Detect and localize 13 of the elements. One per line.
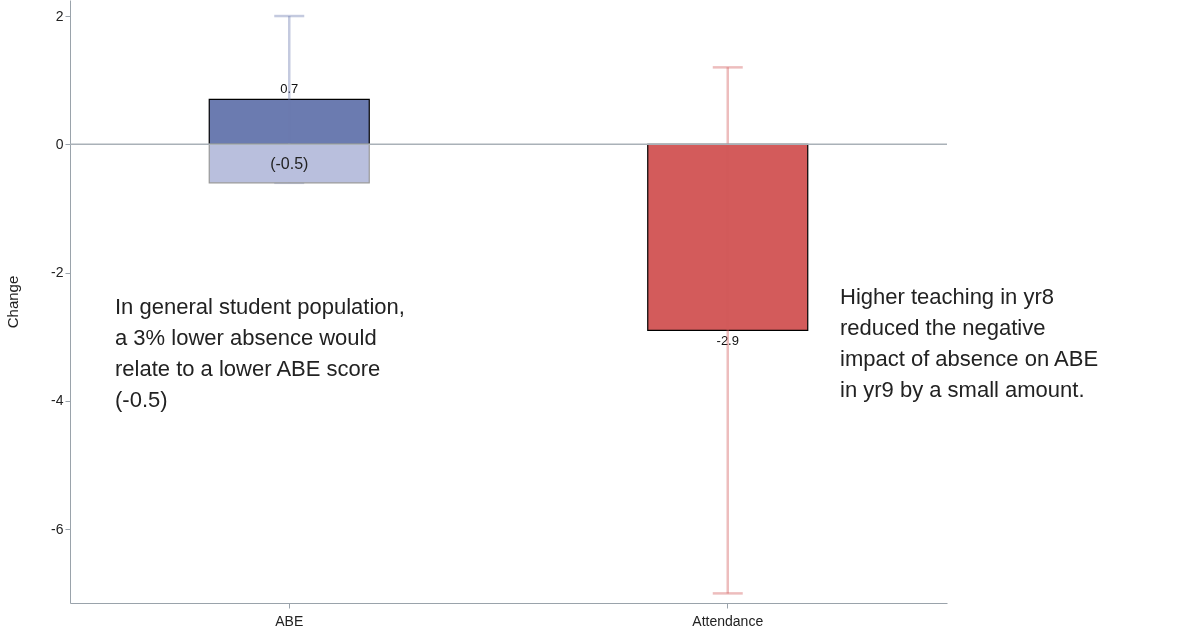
annotation: Higher teaching in yr8 reduced the negative impact of absence on ABE in yr9 by a small amount. [840,284,1099,402]
y-axis-title: Change [4,275,22,329]
data-label: 0.7 [280,81,299,97]
annotation: (-0.5) [270,154,309,172]
y-tick-label: -6 [51,520,64,537]
annotation: In general student population, a 3% lower absence would relate to a lower ABE score (-0.5) [115,294,405,412]
y-tick-label: 2 [55,7,64,24]
y-tick-label: -4 [51,392,64,409]
x-tick-label: Attendance [692,612,764,629]
y-tick-label: 0 [55,135,64,152]
data-label: -2.9 [716,333,739,349]
x-tick-label: ABE [275,612,304,629]
y-tick-label: -2 [51,264,64,281]
